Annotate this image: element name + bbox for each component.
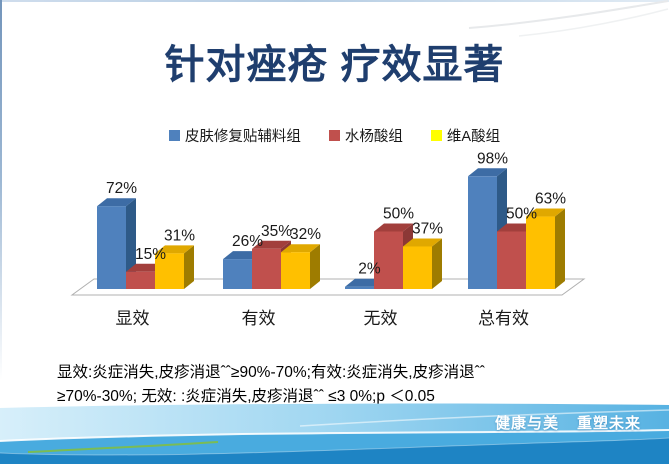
bar-top-face [374, 223, 413, 232]
bar-显效-维A酸组 [155, 253, 184, 289]
bar-value-label: 37% [412, 220, 443, 237]
corner-arc-decoration [468, 0, 669, 37]
bar-有效-水杨酸组 [252, 248, 281, 289]
legend-swatch [168, 130, 180, 141]
left-edge-line [0, 0, 2, 400]
legend-label: 维A酸组 [446, 129, 501, 145]
bottom-wave-decoration [0, 403, 669, 464]
page-title: 针对痤疮 疗效显著 [164, 43, 505, 87]
footnote-line-2: ≥70%-30%; 无效: :炎症消失,皮疹消退ˆˆ ≤3 0%;p ＜0.05 [57, 387, 435, 405]
footnote: 显效:炎症消失,皮疹消退ˆˆ≥90%-70%;有效:炎症消失,皮疹消退ˆˆ ≥7… [57, 361, 632, 408]
category-label-无效: 无效 [364, 309, 398, 328]
bar-top-face [97, 198, 136, 207]
bar-总有效-水杨酸组 [497, 231, 526, 289]
category-label-显效: 显效 [116, 309, 150, 328]
bar-无效-维A酸组 [403, 246, 432, 289]
bar-无效-皮肤修复贴辅料组 [345, 286, 374, 289]
bar-有效-维A酸组 [281, 252, 310, 289]
bar-top-face [403, 238, 442, 247]
category-label-有效: 有效 [242, 309, 276, 328]
footer-slogan-left: 健康与美 [494, 415, 559, 432]
chart-floor [70, 278, 586, 296]
bar-value-label: 31% [164, 227, 195, 244]
footnote-line-1: 显效:炎症消失,皮疹消退ˆˆ≥90%-70%;有效:炎症消失,皮疹消退ˆˆ [57, 364, 485, 381]
bar-value-label: 32% [290, 226, 321, 243]
bar-显效-皮肤修复贴辅料组 [97, 206, 126, 289]
legend-label: 皮肤修复贴辅料组 [184, 129, 301, 145]
top-edge-line [0, 0, 669, 2]
legend-swatch [430, 130, 442, 141]
category-label-总有效: 总有效 [478, 309, 529, 328]
bar-top-face [281, 244, 320, 253]
bar-value-label: 2% [358, 261, 381, 278]
legend-swatch [328, 130, 340, 141]
bar-top-face [252, 240, 291, 249]
bar-value-label: 72% [106, 180, 137, 197]
bar-top-face [468, 168, 507, 177]
chart-legend: 皮肤修复贴辅料组 水杨酸组 维A酸组 [0, 125, 669, 146]
bar-value-label: 15% [135, 246, 166, 263]
bar-显效-水杨酸组 [126, 271, 155, 289]
legend-label: 水杨酸组 [344, 129, 403, 145]
bar-value-label: 35% [261, 223, 292, 240]
bar-side-face [555, 208, 565, 289]
bar-总有效-皮肤修复贴辅料组 [468, 176, 497, 289]
bar-top-face [155, 245, 194, 254]
bar-value-label: 50% [506, 206, 537, 223]
bar-总有效-维A酸组 [526, 216, 555, 289]
bar-无效-水杨酸组 [374, 231, 403, 289]
footer-slogan-right: 重塑未来 [576, 415, 641, 432]
legend-item-2: 维A酸组 [430, 125, 501, 146]
bar-value-label: 98% [477, 150, 508, 167]
bar-top-face [526, 208, 565, 217]
bar-side-face [310, 244, 320, 289]
bar-side-face [432, 238, 442, 289]
bar-value-label: 26% [232, 233, 263, 250]
bar-side-face [184, 245, 194, 289]
bar-有效-皮肤修复贴辅料组 [223, 259, 252, 289]
footer-slogan: 健康与美 重塑未来 [495, 412, 641, 433]
bar-value-label: 50% [383, 206, 414, 223]
legend-item-0: 皮肤修复贴辅料组 [168, 125, 301, 146]
bar-value-label: 63% [535, 191, 566, 208]
legend-item-1: 水杨酸组 [328, 125, 403, 146]
